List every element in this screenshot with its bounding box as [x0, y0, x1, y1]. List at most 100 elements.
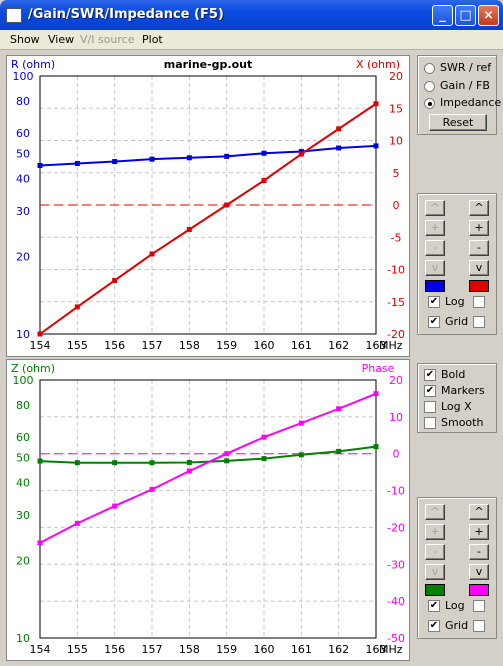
x-unit-label: MHz	[379, 643, 403, 656]
x-tick-label: 160	[254, 643, 275, 656]
checkbox-empty	[424, 401, 436, 413]
right-axis-tick-label: -30	[387, 558, 405, 571]
left-axis-tick-label: 10	[16, 632, 30, 645]
left-axis-tick-label: 60	[16, 431, 30, 444]
right-axis-tick-label: -15	[387, 296, 405, 309]
right-axis-tick-label: 0	[393, 448, 400, 461]
data-point-right	[186, 468, 192, 474]
bottom-right-zoom-out-button[interactable]: -	[469, 544, 489, 560]
data-point-right	[112, 277, 118, 283]
log-x-label: Log X	[441, 400, 472, 413]
data-point-right	[298, 420, 304, 426]
reset-button[interactable]: Reset	[429, 114, 487, 131]
checkbox-empty	[473, 316, 485, 328]
radio-gain-indicator	[424, 81, 435, 92]
data-point-left	[186, 459, 192, 465]
left-axis-tick-label: 20	[16, 554, 30, 567]
menu-view[interactable]: View	[48, 33, 75, 46]
x-tick-label: 157	[142, 643, 163, 656]
markers-label: Markers	[441, 384, 485, 397]
right-axis-tick-label: -10	[387, 485, 405, 498]
data-point-left	[149, 156, 155, 162]
series-line-right	[39, 102, 377, 335]
data-point-right	[261, 177, 267, 183]
x-tick-label: 155	[67, 643, 88, 656]
bottom-right-up-button[interactable]: ^	[469, 504, 489, 520]
data-point-right	[74, 304, 80, 310]
top-right-zoom-in-button[interactable]: +	[469, 220, 489, 236]
right-axis-tick-label: 10	[389, 135, 403, 148]
mode-impedance-label: Impedance	[440, 96, 502, 109]
data-point-left	[37, 162, 43, 168]
bottom-left-color-swatch[interactable]	[425, 584, 445, 596]
data-point-left	[373, 444, 379, 450]
right-axis-label: Phase	[362, 362, 395, 375]
title-bar[interactable]: /Gain/SWR/Impedance (F5) _ □ ×	[0, 0, 503, 30]
top-left-up-button: ^	[425, 200, 445, 216]
right-axis-tick-label: 20	[389, 374, 403, 387]
data-point-left	[298, 148, 304, 154]
impedance-phase-chart: 154 155 156 157 158 159 160 161 162 163 MHz 20 10 0 -1…	[6, 359, 410, 661]
left-axis-tick-label: 40	[16, 173, 30, 186]
data-point-left	[74, 160, 80, 166]
check-icon: ✔	[424, 369, 436, 381]
left-axis-tick-label: 50	[16, 452, 30, 465]
bottom-left-zoom-in-button: +	[425, 524, 445, 540]
bottom-right-color-swatch[interactable]	[469, 584, 489, 596]
top-log-label: Log	[445, 295, 465, 308]
left-axis-tick-label: 30	[16, 205, 30, 218]
data-point-left	[149, 460, 155, 466]
bottom-right-down-button[interactable]: v	[469, 564, 489, 580]
series-line-right	[39, 392, 377, 544]
mode-swr-label: SWR / ref	[440, 61, 492, 74]
data-point-right	[149, 251, 155, 257]
data-point-right	[112, 503, 118, 509]
top-right-down-button[interactable]: v	[469, 260, 489, 276]
right-axis-tick-label: 5	[393, 167, 400, 180]
top-left-zoom-out-button: -	[425, 240, 445, 256]
mode-gain-label: Gain / FB	[440, 79, 490, 92]
x-tick-label: 154	[30, 643, 51, 656]
top-right-zoom-out-button[interactable]: -	[469, 240, 489, 256]
maximize-button[interactable]: □	[455, 5, 476, 26]
top-right-color-swatch[interactable]	[469, 280, 489, 292]
left-axis-tick-label: 60	[16, 127, 30, 140]
left-axis-tick-label: 10	[16, 328, 30, 341]
data-point-left	[298, 452, 304, 458]
close-button[interactable]: ×	[478, 5, 499, 26]
top-right-up-button[interactable]: ^	[469, 200, 489, 216]
bold-label: Bold	[441, 368, 466, 381]
bottom-log-label: Log	[445, 599, 465, 612]
left-axis-tick-label: 80	[16, 399, 30, 412]
impedance-phase-chart-svg: 154 155 156 157 158 159 160 161 162 163MHz20100-1…	[11, 362, 405, 656]
data-point-right	[186, 227, 192, 233]
menu-plot[interactable]: Plot	[142, 33, 163, 46]
x-tick-label: 158	[179, 339, 200, 352]
x-tick-label: 154	[30, 339, 51, 352]
radio-impedance-indicator	[424, 98, 435, 109]
checkbox-empty	[424, 417, 436, 429]
checkbox-empty	[473, 620, 485, 632]
smooth-label: Smooth	[441, 416, 484, 429]
bottom-right-zoom-in-button[interactable]: +	[469, 524, 489, 540]
menu-show[interactable]: Show	[10, 33, 40, 46]
left-axis-tick-label: 30	[16, 509, 30, 522]
data-point-left	[74, 460, 80, 466]
check-icon: ✔	[424, 385, 436, 397]
right-axis-label: X (ohm)	[356, 58, 400, 71]
data-point-left	[37, 458, 43, 464]
top-left-color-swatch[interactable]	[425, 280, 445, 292]
check-icon: ✔	[428, 296, 440, 308]
data-point-right	[336, 126, 342, 132]
data-point-left	[224, 153, 230, 159]
x-tick-label: 161	[291, 339, 312, 352]
x-tick-label: 160	[254, 339, 275, 352]
minimize-button[interactable]: _	[432, 5, 453, 26]
right-axis-tick-label: -50	[387, 632, 405, 645]
top-axis-controls: ^ ^ + + - - v v ✔ Log ✔ Grid	[417, 193, 497, 335]
bottom-grid-label: Grid	[445, 619, 469, 632]
check-icon: ✔	[428, 600, 440, 612]
right-axis-tick-label: -40	[387, 595, 405, 608]
data-point-left	[224, 458, 230, 464]
